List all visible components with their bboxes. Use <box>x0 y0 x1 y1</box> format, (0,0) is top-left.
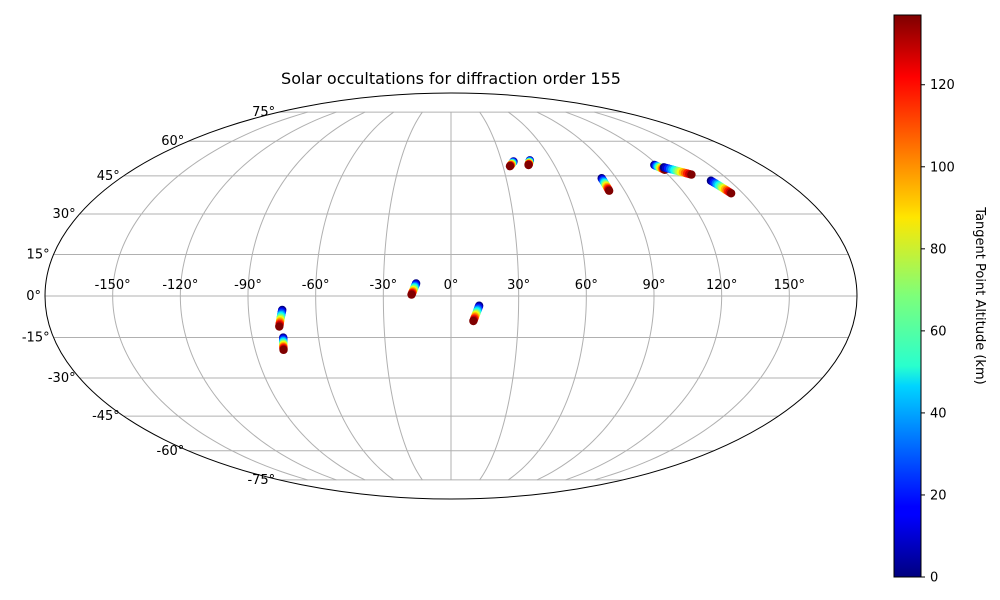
latitude-tick-label: -45° <box>92 409 120 424</box>
map-outline <box>44 92 858 500</box>
colorbar-tick-label: 60 <box>930 324 947 339</box>
latitude-tick-labels: 75° 60° 45° 30° 15° 0° -15° -30° -45° -60° -75° <box>22 105 275 488</box>
longitude-tick-label: -150° <box>95 278 131 293</box>
latitude-tick-label: 45° <box>97 169 120 184</box>
colorbar-tick-label: 40 <box>930 406 947 421</box>
tangent-point-marker <box>469 316 478 326</box>
tangent-point-marker <box>726 189 736 198</box>
colorbar-tick-label: 80 <box>930 242 947 257</box>
colorbar-tick-label: 100 <box>930 160 955 175</box>
latitude-tick-label: 0° <box>26 289 41 304</box>
longitude-tick-label: -30° <box>369 278 397 293</box>
occultation-tracks <box>275 156 736 355</box>
occultation-track <box>279 333 288 355</box>
colorbar-tick-label: 20 <box>930 488 947 503</box>
latitude-tick-label: -60° <box>157 444 185 459</box>
tangent-point-marker <box>524 160 533 170</box>
tangent-point-marker <box>505 161 515 171</box>
longitude-tick-labels: -150° -120° -90° -60° -30° 0° 30° 60° 90° 120° 150… <box>95 278 805 293</box>
longitude-tick-label: 0° <box>444 278 459 293</box>
map-boundary <box>44 92 858 500</box>
occultation-track <box>597 174 614 195</box>
latitude-tick-label: 75° <box>252 105 275 120</box>
colorbar-label: Tangent Point Altitude (km) <box>972 206 987 384</box>
colorbar: 0 20 40 60 80 100 120 Tangent Point Altitude (… <box>893 14 987 586</box>
longitude-tick-label: 90° <box>642 278 665 293</box>
longitude-tick-label: -90° <box>234 278 262 293</box>
latitude-tick-label: 30° <box>53 207 76 222</box>
colorbar-ticks: 0 20 40 60 80 100 120 <box>921 78 955 586</box>
occultation-track <box>275 305 287 331</box>
tangent-point-marker <box>279 345 288 355</box>
colorbar-tick-label: 120 <box>930 78 955 93</box>
occultation-track <box>659 163 696 179</box>
longitude-tick-label: 150° <box>774 278 805 293</box>
colorbar-gradient <box>893 14 922 578</box>
tangent-point-marker <box>687 170 696 179</box>
longitude-tick-label: 60° <box>575 278 598 293</box>
latitude-tick-label: 60° <box>161 134 184 149</box>
occultation-track <box>524 156 535 170</box>
latitude-tick-label: -30° <box>48 371 76 386</box>
chart-title: Solar occultations for diffraction order… <box>281 69 621 88</box>
longitude-tick-label: 30° <box>507 278 530 293</box>
latitude-tick-label: -75° <box>247 473 275 488</box>
longitude-tick-label: -120° <box>162 278 198 293</box>
longitude-tick-label: 120° <box>706 278 737 293</box>
latitude-tick-label: 15° <box>27 247 50 262</box>
tangent-point-marker <box>275 322 284 331</box>
map-graticule <box>45 111 857 481</box>
longitude-tick-label: -60° <box>302 278 330 293</box>
occultation-track <box>407 279 421 299</box>
colorbar-tick-label: 0 <box>930 571 938 586</box>
occultation-track <box>469 301 484 326</box>
latitude-tick-label: -15° <box>22 331 50 346</box>
tangent-point-marker <box>604 186 614 195</box>
occultation-track <box>505 157 518 171</box>
tangent-point-marker <box>407 290 416 299</box>
occultation-track <box>706 176 736 198</box>
